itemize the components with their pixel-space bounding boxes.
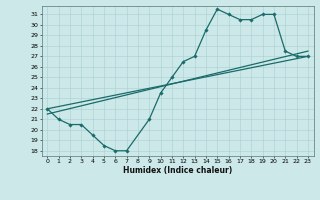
X-axis label: Humidex (Indice chaleur): Humidex (Indice chaleur)	[123, 166, 232, 175]
